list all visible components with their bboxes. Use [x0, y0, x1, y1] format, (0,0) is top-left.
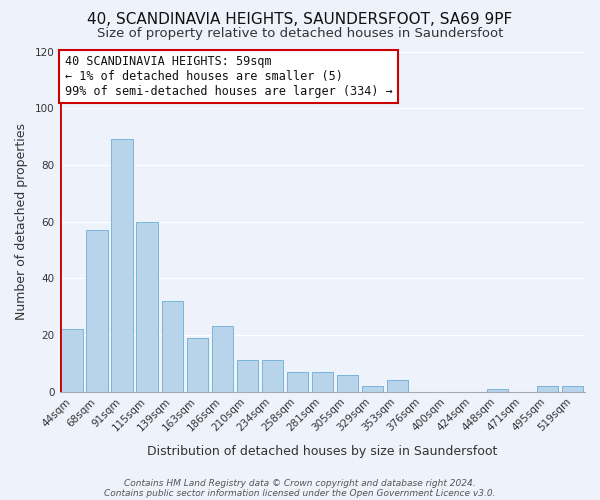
Bar [262, 360, 283, 392]
Bar [337, 374, 358, 392]
Text: Contains HM Land Registry data © Crown copyright and database right 2024.: Contains HM Land Registry data © Crown c… [124, 478, 476, 488]
Bar [187, 338, 208, 392]
Text: Size of property relative to detached houses in Saundersfoot: Size of property relative to detached ho… [97, 28, 503, 40]
Bar [136, 222, 158, 392]
Bar [311, 372, 333, 392]
Bar [236, 360, 258, 392]
Bar [362, 386, 383, 392]
Bar [86, 230, 108, 392]
Text: 40, SCANDINAVIA HEIGHTS, SAUNDERSFOOT, SA69 9PF: 40, SCANDINAVIA HEIGHTS, SAUNDERSFOOT, S… [88, 12, 512, 28]
Bar [112, 140, 133, 392]
Bar [387, 380, 408, 392]
Bar [212, 326, 233, 392]
Text: 40 SCANDINAVIA HEIGHTS: 59sqm
← 1% of detached houses are smaller (5)
99% of sem: 40 SCANDINAVIA HEIGHTS: 59sqm ← 1% of de… [65, 55, 392, 98]
X-axis label: Distribution of detached houses by size in Saundersfoot: Distribution of detached houses by size … [147, 444, 497, 458]
Text: Contains public sector information licensed under the Open Government Licence v3: Contains public sector information licen… [104, 488, 496, 498]
Y-axis label: Number of detached properties: Number of detached properties [15, 123, 28, 320]
Bar [487, 389, 508, 392]
Bar [537, 386, 558, 392]
Bar [61, 330, 83, 392]
Bar [562, 386, 583, 392]
Bar [161, 301, 183, 392]
Bar [287, 372, 308, 392]
